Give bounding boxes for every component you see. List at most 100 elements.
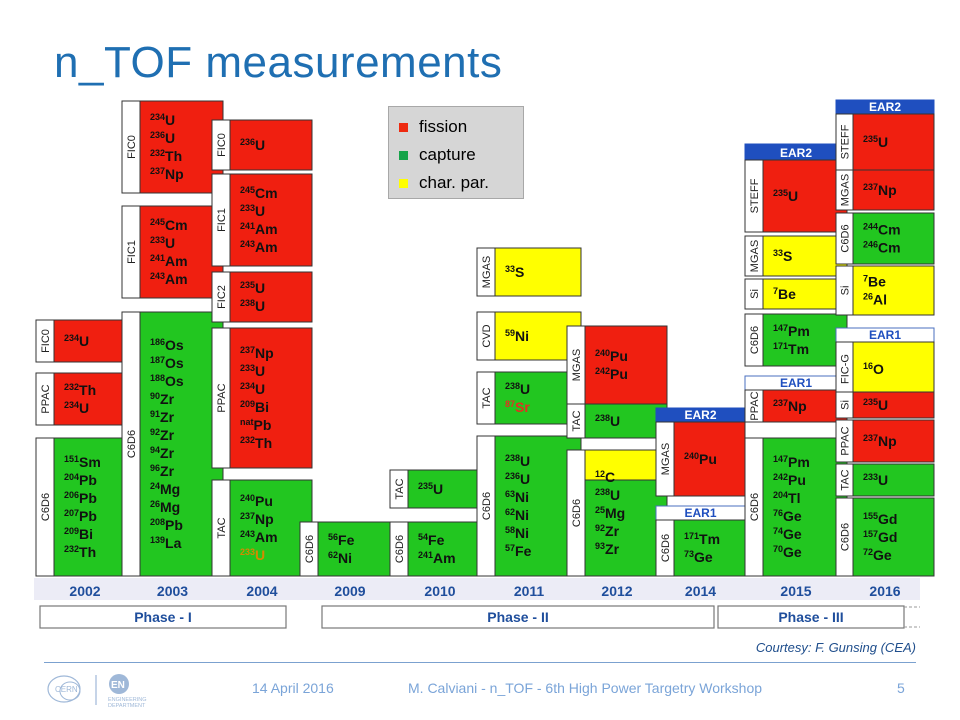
- isotope-label: 188Os: [150, 373, 184, 389]
- detector-label: PPAC: [749, 391, 761, 420]
- legend-item-fission: fission: [399, 113, 523, 141]
- isotope-label: 236U: [240, 137, 265, 153]
- isotope-label: 26Mg: [150, 499, 180, 515]
- capture-block: [673, 519, 746, 577]
- isotope-label: 241Am: [240, 221, 278, 237]
- isotope-label: 7Be: [863, 274, 886, 290]
- isotope-label: 204Pb: [64, 472, 97, 488]
- capture-block: [762, 313, 848, 367]
- detector-label: MGAS: [571, 349, 583, 381]
- isotope-label: 237Np: [150, 166, 184, 182]
- isotope-label: 96Zr: [150, 463, 175, 479]
- isotope-label: 241Am: [150, 253, 188, 269]
- isotope-label: 209Bi: [240, 399, 269, 415]
- detector-label: MGAS: [481, 256, 493, 288]
- isotope-label: 7Be: [773, 286, 796, 302]
- isotope-label: 232Th: [64, 544, 96, 560]
- isotope-label: 240Pu: [595, 348, 628, 364]
- detector-label: FIC2: [216, 285, 228, 309]
- isotope-label: 72Ge: [863, 547, 892, 563]
- ear-label: EAR2: [780, 146, 812, 160]
- isotope-label: 242Pu: [595, 366, 628, 382]
- ear-label: EAR1: [869, 328, 901, 342]
- fission-block: [53, 372, 135, 426]
- isotope-label: 232Th: [240, 435, 272, 451]
- isotope-label: 33S: [505, 264, 524, 280]
- isotope-label: 58Ni: [505, 525, 529, 541]
- detector-label: Si: [749, 289, 761, 299]
- isotope-label: 234U: [240, 381, 265, 397]
- year-label: 2003: [157, 583, 188, 599]
- isotope-label: 244Cm: [863, 222, 901, 238]
- isotope-label: 59Ni: [505, 328, 529, 344]
- slide-title: n_TOF measurements: [54, 38, 503, 87]
- detector-label: FIC0: [126, 135, 138, 159]
- capture-block: [584, 479, 668, 577]
- capture-block: [407, 469, 491, 509]
- isotope-label: 233U: [240, 363, 265, 379]
- isotope-label: 238U: [240, 298, 265, 314]
- detector-label: STEFF: [840, 124, 852, 159]
- capture-block: [139, 311, 224, 577]
- legend-item-charpar: char. par.: [399, 169, 523, 197]
- detector-label: C6D6: [749, 326, 761, 354]
- isotope-label: 76Ge: [773, 508, 802, 524]
- isotope-label: 57Fe: [505, 543, 532, 559]
- isotope-label: 16O: [863, 361, 884, 377]
- fission-block: [139, 205, 224, 299]
- year-label: 2002: [69, 583, 100, 599]
- dept-line-2: DEPARTMENT: [108, 703, 146, 709]
- en-badge-icon: [109, 674, 129, 694]
- year-label: 2004: [246, 583, 277, 599]
- year-label: 2014: [685, 583, 716, 599]
- charpar-swatch: [399, 178, 408, 188]
- isotope-label: 242Pu: [773, 472, 806, 488]
- isotope-label: 147Pm: [773, 323, 810, 339]
- isotope-label: 241Am: [418, 550, 456, 566]
- detector-label: FIC1: [216, 208, 228, 232]
- en-logo-text: EN: [111, 680, 125, 691]
- fission-swatch: [399, 122, 408, 132]
- isotope-label: 62Ni: [328, 550, 352, 566]
- phase-bar: [321, 605, 715, 629]
- isotope-label: 91Zr: [150, 409, 175, 425]
- phase-label: Phase - III: [778, 609, 843, 625]
- fission-block: [852, 391, 935, 419]
- isotope-label: 245Cm: [150, 217, 188, 233]
- fission-block: [852, 419, 935, 463]
- isotope-label: 243Am: [240, 239, 278, 255]
- capture-block: [852, 463, 935, 497]
- charpar-block: [762, 278, 848, 310]
- charpar-block: [852, 265, 935, 316]
- year-label: 2009: [334, 583, 365, 599]
- year-label: 2010: [424, 583, 455, 599]
- isotope-label: 237Np: [773, 398, 807, 414]
- isotope-label: 235U: [240, 280, 265, 296]
- isotope-label: 157Gd: [863, 529, 897, 545]
- detector-label: TAC: [840, 469, 852, 490]
- dept-line-1: ENGINEERING: [108, 697, 147, 703]
- isotope-label: 238U: [505, 381, 530, 397]
- detector-label: C6D6: [40, 493, 52, 521]
- detector-label: C6D6: [660, 534, 672, 562]
- isotope-label: 232Th: [150, 148, 182, 164]
- isotope-label: 73Ge: [684, 549, 713, 565]
- legend-label-fission: fission: [419, 117, 468, 136]
- phase-label: Phase - II: [487, 609, 548, 625]
- isotope-label: 234U: [64, 400, 89, 416]
- isotope-label: 238U: [595, 487, 620, 503]
- capture-block: [852, 212, 935, 265]
- isotope-label: 63Ni: [505, 489, 529, 505]
- phase-bar: [39, 605, 287, 629]
- page-number: 5: [897, 680, 905, 696]
- isotope-label: 186Os: [150, 337, 184, 353]
- isotope-label: 245Cm: [240, 185, 278, 201]
- detector-label: C6D6: [749, 493, 761, 521]
- isotope-label: 187Os: [150, 355, 184, 371]
- legend-label-charpar: char. par.: [419, 173, 489, 192]
- detector-label: CVD: [481, 324, 493, 347]
- isotope-label: 70Ge: [773, 544, 802, 560]
- isotope-label: 240Pu: [240, 493, 273, 509]
- legend-label-capture: capture: [419, 145, 476, 164]
